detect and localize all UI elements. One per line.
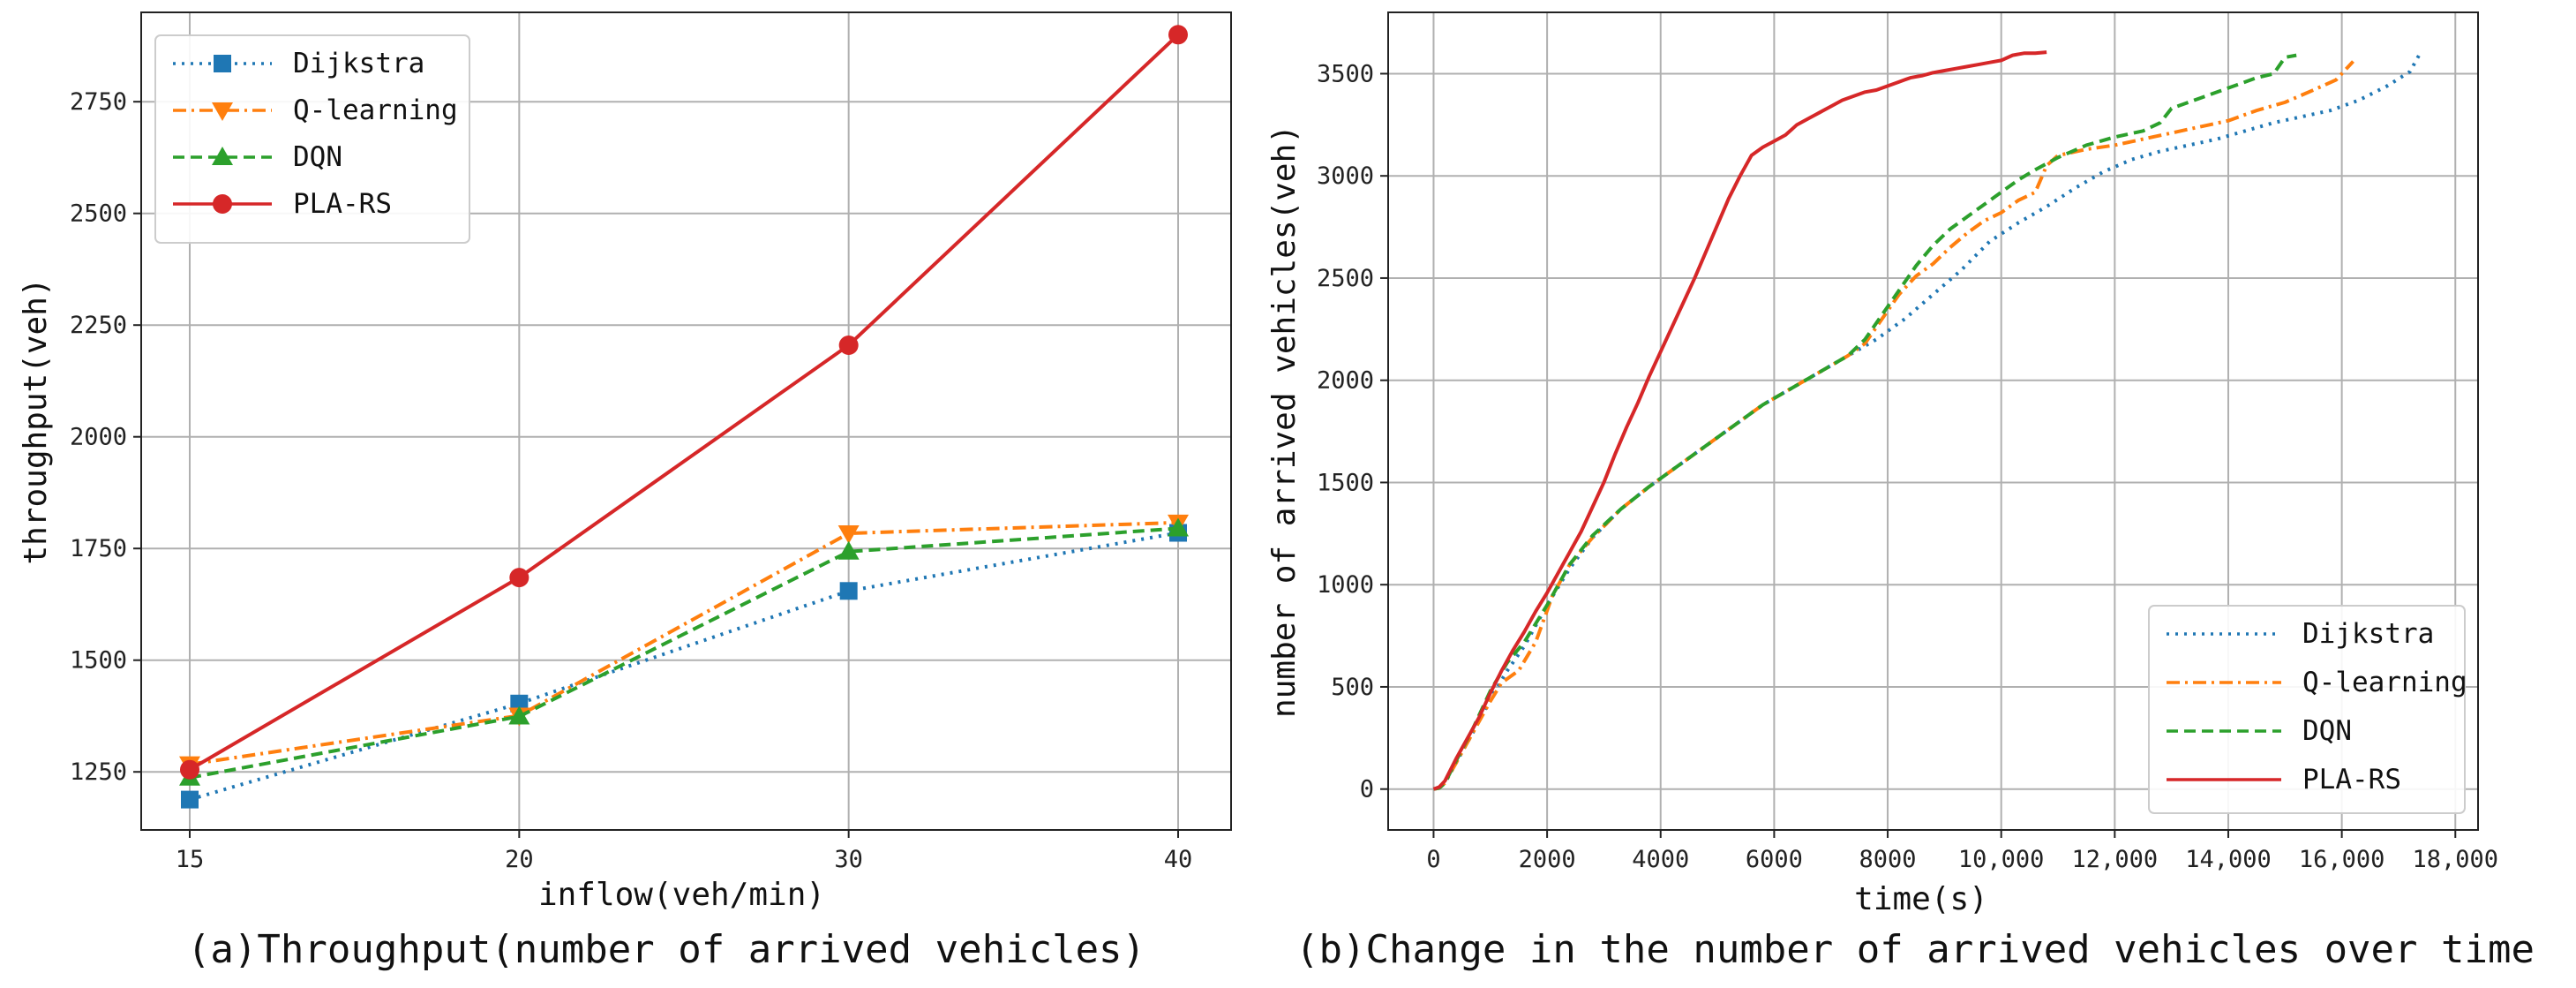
series-line-q-learning xyxy=(1433,60,2354,791)
data-point-pla-rs xyxy=(838,335,859,355)
chart-a-caption: (a)Throughput(number of arrived vehicles… xyxy=(187,927,1145,972)
chart-b-caption: (b)Change in the number of arrived vehic… xyxy=(1296,927,2535,972)
data-point-dijkstra xyxy=(839,582,858,600)
legend-marker-q-learning xyxy=(212,102,233,121)
series-line-pla-rs xyxy=(188,33,1180,772)
data-point-q-learning xyxy=(837,525,860,545)
chart-a-ticks: 15 20 30 40 1250 1500 1750 2000 2250 2500 2750 xyxy=(70,88,1192,873)
series-line-dqn xyxy=(189,526,1179,780)
data-point-dqn xyxy=(1168,517,1189,537)
data-point-dqn xyxy=(508,705,530,725)
data-point-pla-rs xyxy=(509,568,529,588)
x-tick-label: 4000 xyxy=(1632,846,1689,873)
y-tick-label: 2000 xyxy=(70,424,127,451)
series-line-q-learning xyxy=(189,520,1179,766)
x-tick-label: 40 xyxy=(1164,846,1193,873)
x-tick-label: 2000 xyxy=(1519,846,1576,873)
legend-label-dijkstra: Dijkstra xyxy=(293,48,424,79)
x-tick-label: 12,000 xyxy=(2072,846,2159,873)
y-tick-label: 2500 xyxy=(1317,265,1374,292)
y-tick-label: 2000 xyxy=(1317,367,1374,395)
y-tick-label: 2750 xyxy=(70,88,127,116)
x-tick-label: 14,000 xyxy=(2185,846,2272,873)
chart-a-series xyxy=(179,25,1189,809)
chart-a: 15 20 30 40 1250 1500 1750 2000 2250 2500 2750 Dij… xyxy=(18,11,1232,972)
x-tick-label: 15 xyxy=(176,846,205,873)
legend-label-pla-rs: PLA-RS xyxy=(2302,764,2401,796)
data-point-dqn xyxy=(837,540,860,560)
legend-marker-dqn xyxy=(212,147,233,165)
legend-label-q-learning: Q-learning xyxy=(293,94,458,126)
chart-b-series xyxy=(1432,50,2423,791)
legend-marker-pla-rs xyxy=(213,194,232,214)
x-tick-label: 10,000 xyxy=(1958,846,2045,873)
series-line-pla-rs xyxy=(1432,50,2047,791)
chart-b-legend: Dijkstra Q-learning DQN PLA-RS xyxy=(2148,605,2467,814)
x-tick-label: 0 xyxy=(1426,846,1440,873)
y-tick-label: 2250 xyxy=(70,312,127,339)
x-tick-label: 30 xyxy=(834,846,863,873)
chart-a-x-axis-label: inflow(veh/min) xyxy=(538,877,825,913)
x-tick-label: 18,000 xyxy=(2412,846,2498,873)
chart-b: 0 2000 4000 6000 8000 10,000 12,000 14,000 16,00… xyxy=(1266,11,2535,972)
y-tick-label: 1500 xyxy=(1317,469,1374,496)
x-tick-label: 20 xyxy=(505,846,534,873)
chart-b-x-axis-label: time(s) xyxy=(1854,881,1988,917)
chart-b-plot-area xyxy=(1387,11,2479,831)
legend-marker-dijkstra xyxy=(214,55,231,72)
y-tick-label: 1750 xyxy=(70,535,127,562)
y-tick-label: 3500 xyxy=(1317,60,1374,87)
y-tick-label: 1000 xyxy=(1317,571,1374,599)
data-point-pla-rs xyxy=(1168,25,1188,45)
chart-b-ticks: 0 2000 4000 6000 8000 10,000 12,000 14,000 16,00… xyxy=(1317,60,2498,873)
series-pla-rs xyxy=(180,25,1188,780)
data-point-dijkstra xyxy=(181,790,199,809)
data-point-pla-rs xyxy=(180,759,199,780)
series-line-dijkstra xyxy=(189,531,1179,802)
y-tick-label: 2500 xyxy=(70,200,127,228)
series-dijkstra xyxy=(181,524,1187,809)
legend-frame xyxy=(2148,605,2466,814)
legend-label-q-learning: Q-learning xyxy=(2302,667,2467,698)
x-tick-label: 6000 xyxy=(1746,846,1803,873)
chart-a-y-axis-label: throughput(veh) xyxy=(18,277,54,564)
x-tick-label: 16,000 xyxy=(2299,846,2385,873)
y-tick-label: 3000 xyxy=(1317,162,1374,190)
chart-a-legend: Dijkstra Q-learning DQN PLA-RS xyxy=(154,34,470,244)
series-line-dqn xyxy=(1433,53,2297,791)
y-tick-label: 0 xyxy=(1360,776,1374,803)
chart-b-y-axis-label: number of arrived vehicles(veh) xyxy=(1266,124,1303,718)
y-tick-label: 500 xyxy=(1331,674,1374,701)
legend-frame xyxy=(154,34,470,244)
y-tick-label: 1500 xyxy=(70,647,127,675)
chart-a-plot-area xyxy=(140,11,1232,831)
legend-label-dqn: DQN xyxy=(293,141,342,173)
series-q-learning xyxy=(179,514,1189,775)
legend-label-dqn: DQN xyxy=(2302,715,2352,747)
y-tick-label: 1250 xyxy=(70,758,127,786)
legend-label-pla-rs: PLA-RS xyxy=(293,188,392,220)
x-tick-label: 8000 xyxy=(1859,846,1917,873)
legend-label-dijkstra: Dijkstra xyxy=(2302,618,2434,650)
